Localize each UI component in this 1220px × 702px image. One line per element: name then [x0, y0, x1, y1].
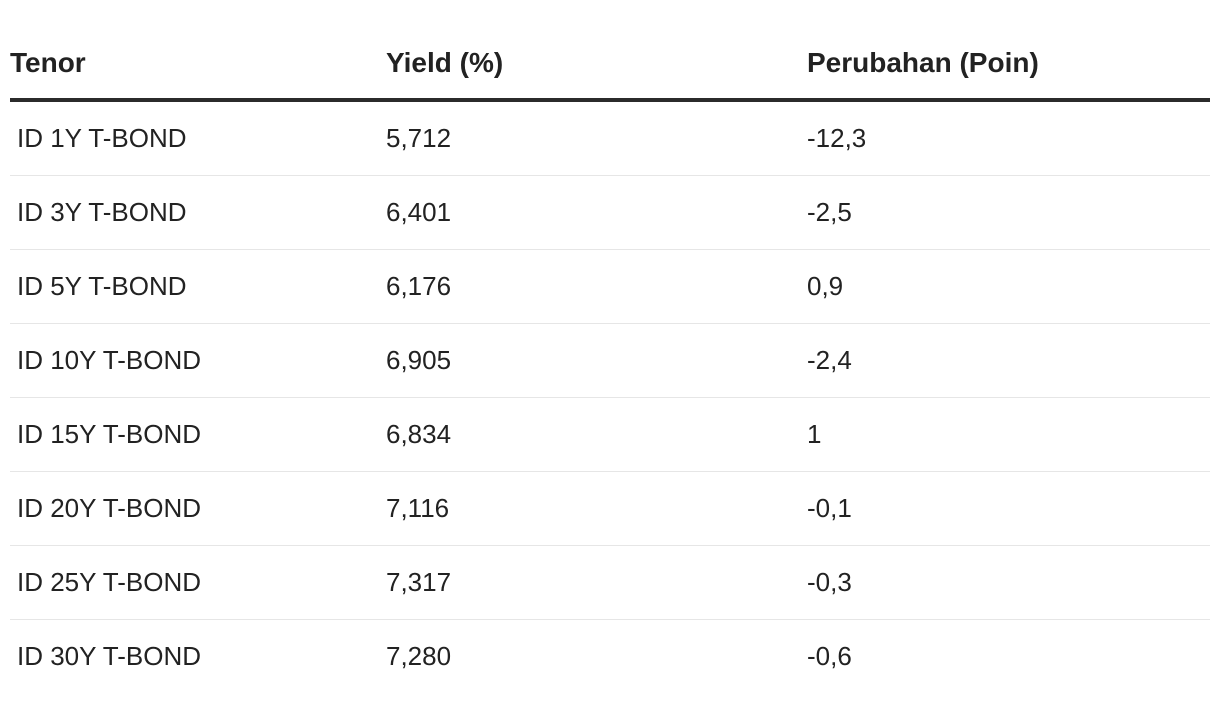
- cell-yield: 7,116: [386, 471, 807, 546]
- table-row: ID 1Y T-BOND 5,712 -12,3: [10, 100, 1210, 176]
- header-tenor: Tenor: [10, 28, 386, 102]
- cell-yield: 6,905: [386, 323, 807, 398]
- cell-change: 0,9: [807, 249, 1210, 324]
- cell-yield: 7,317: [386, 545, 807, 620]
- cell-yield: 7,280: [386, 641, 452, 671]
- cell-tenor: ID 5Y T-BOND: [10, 249, 386, 324]
- header-change: Perubahan (Poin): [807, 28, 1210, 102]
- cell-tenor: ID 20Y T-BOND: [10, 471, 386, 546]
- cell-change: -0,3: [807, 545, 1210, 620]
- cell-yield: 6,176: [386, 249, 807, 324]
- cell-tenor: ID 10Y T-BOND: [10, 323, 386, 398]
- table-header: Tenor Yield (%) Perubahan (Poin): [10, 28, 1210, 102]
- table-row: ID 3Y T-BOND 6,401 -2,5: [10, 175, 1210, 250]
- cell-change: -2,4: [807, 323, 1210, 398]
- table-row: ID 15Y T-BOND 6,834 1: [10, 397, 1210, 472]
- table-row: ID 10Y T-BOND 6,905 -2,4: [10, 323, 1210, 398]
- bond-yield-table-container: Tenor Yield (%) Perubahan (Poin) ID 1Y T…: [10, 28, 1210, 693]
- header-yield: Yield (%): [386, 28, 807, 102]
- bond-yield-table: Tenor Yield (%) Perubahan (Poin) ID 1Y T…: [10, 28, 1210, 693]
- cell-yield: 6,834: [386, 397, 807, 472]
- table-row: ID 30Y T-BOND 7,280 -0,6: [10, 620, 1210, 694]
- cell-yield: 6,401: [386, 175, 807, 250]
- cell-tenor: ID 3Y T-BOND: [10, 175, 386, 250]
- cell-tenor: ID 1Y T-BOND: [10, 100, 386, 176]
- table-body: ID 1Y T-BOND 5,712 -12,3 ID 3Y T-BOND 6,…: [10, 100, 1210, 693]
- cell-change: -2,5: [807, 175, 1210, 250]
- cell-tenor: ID 30Y T-BOND: [17, 641, 201, 671]
- table-row: ID 5Y T-BOND 6,176 0,9: [10, 249, 1210, 324]
- cell-change: 1: [807, 397, 1210, 472]
- header-row: Tenor Yield (%) Perubahan (Poin): [10, 28, 1210, 102]
- cell-change: -0,1: [807, 471, 1210, 546]
- cell-tenor: ID 15Y T-BOND: [10, 397, 386, 472]
- cell-yield: 5,712: [386, 100, 807, 176]
- cell-change: -0,6: [807, 641, 852, 671]
- table-row: ID 25Y T-BOND 7,317 -0,3: [10, 545, 1210, 620]
- table-row: ID 20Y T-BOND 7,116 -0,1: [10, 471, 1210, 546]
- cell-tenor: ID 25Y T-BOND: [10, 545, 386, 620]
- cell-change: -12,3: [807, 100, 1210, 176]
